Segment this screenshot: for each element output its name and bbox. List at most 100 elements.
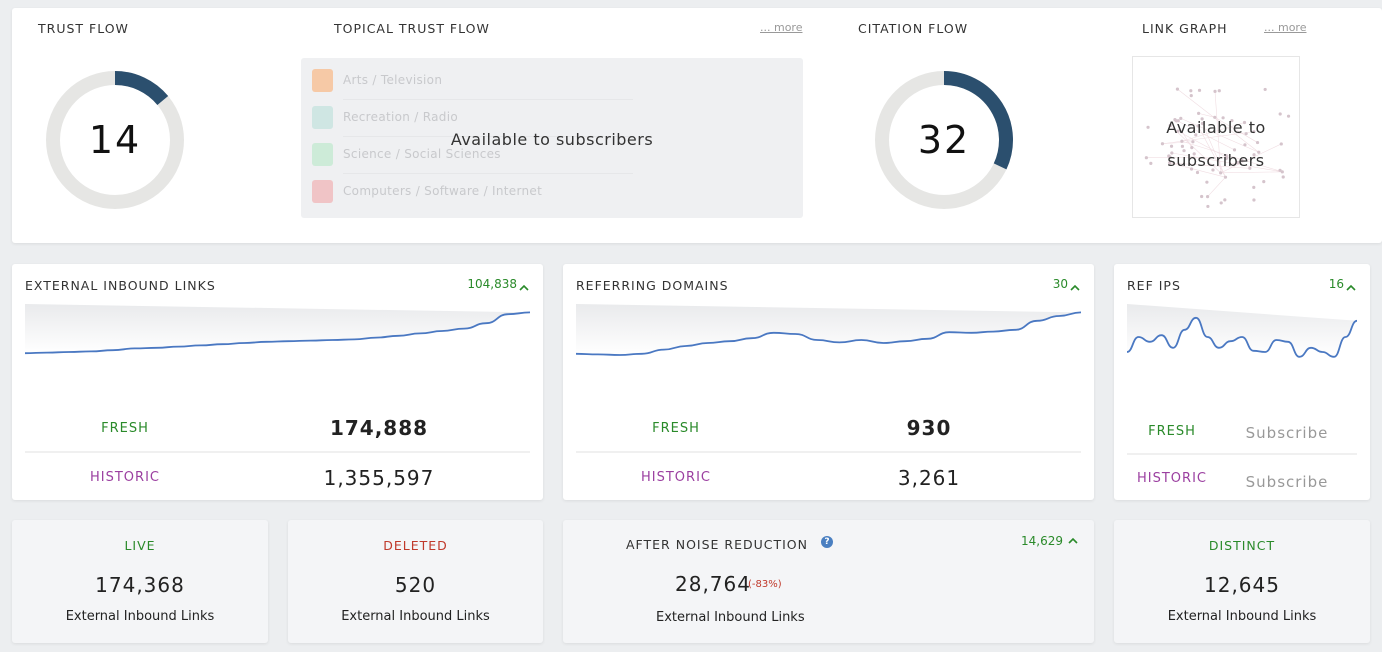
stat-percent: (-83%): [748, 579, 782, 590]
topic-swatch: [312, 106, 333, 129]
section-title: CITATION FLOW: [858, 21, 969, 36]
graph-edge: [1171, 152, 1283, 173]
graph-node: [1281, 175, 1285, 179]
graph-node: [1223, 198, 1227, 202]
change-value: 104,838: [467, 277, 517, 291]
graph-node: [1175, 87, 1180, 91]
card: [12, 520, 268, 643]
card-title: EXTERNAL INBOUND LINKS: [25, 278, 216, 293]
graph-node: [1206, 204, 1210, 209]
stat-label: DELETED: [383, 538, 448, 553]
sparkline: [575, 311, 1082, 356]
stat-caption: External Inbound Links: [1167, 609, 1317, 624]
graph-node: [1196, 124, 1200, 128]
graph-edge: [1174, 119, 1193, 148]
graph-node: [1279, 142, 1283, 146]
card-title: REFERRING DOMAINS: [576, 278, 729, 293]
graph-node: [1278, 112, 1282, 116]
graph-node: [1219, 171, 1223, 175]
graph-node: [1224, 154, 1228, 158]
graph-edge: [1177, 130, 1228, 158]
graph-edge: [1197, 125, 1226, 178]
graph-node: [1192, 152, 1196, 156]
historic-value: 1,355,597: [323, 466, 435, 490]
graph-node: [1160, 142, 1165, 146]
stat-value: 12,645: [1204, 573, 1280, 597]
graph-edge: [1180, 118, 1259, 153]
graph-node: [1278, 168, 1282, 172]
graph-edge: [1162, 131, 1254, 145]
graph-node: [1200, 117, 1204, 121]
trust-flow-donut: 14: [46, 71, 184, 209]
donut-arc: [114, 71, 169, 106]
card: [288, 520, 543, 643]
topics-box: [301, 58, 803, 218]
up-caret: [519, 284, 529, 291]
graph-edge: [1198, 113, 1215, 118]
section-title: TRUST FLOW: [38, 21, 129, 36]
graph-node: [1242, 120, 1247, 125]
graph-node: [1189, 89, 1193, 93]
graph-node: [1280, 170, 1284, 174]
section-title: LINK GRAPH: [1142, 21, 1228, 36]
topic-name: Science / Social Sciences: [343, 147, 501, 161]
subscriber-overlay: Available to subscribers: [450, 130, 654, 149]
graph-edge: [1169, 162, 1250, 169]
topic-divider: [343, 173, 633, 174]
graph-node: [1194, 133, 1198, 137]
topic-name: Computers / Software / Internet: [343, 184, 543, 198]
graph-node: [1219, 201, 1223, 205]
graph-node: [1146, 125, 1150, 129]
stat-label: AFTER NOISE REDUCTION: [626, 537, 808, 552]
link-graph: [1132, 56, 1300, 218]
graph-node: [1195, 170, 1200, 175]
graph-node: [1252, 153, 1256, 157]
fresh-label: FRESH: [652, 421, 700, 436]
graph-node: [1244, 132, 1248, 136]
graph-edge: [1214, 91, 1221, 173]
stat-caption: External Inbound Links: [341, 609, 490, 624]
graph-node: [1240, 158, 1244, 163]
donut-arc: [943, 71, 1013, 170]
fresh-value: 174,888: [329, 416, 429, 440]
stat-label: DISTINCT: [1208, 538, 1276, 553]
more-link[interactable]: ... more: [760, 21, 803, 34]
graph-node: [1217, 89, 1221, 93]
change-value: 16: [1328, 277, 1344, 291]
stat-caption: External Inbound Links: [656, 610, 805, 625]
fresh-value: 930: [906, 416, 952, 440]
fresh-label: FRESH: [101, 421, 149, 436]
graph-node: [1180, 139, 1184, 143]
graph-node: [1230, 119, 1234, 123]
graph-node: [1168, 155, 1172, 159]
more-link[interactable]: ... more: [1264, 21, 1307, 34]
topic-name: Recreation / Radio: [343, 110, 458, 124]
card: [1114, 264, 1370, 500]
sparkline: [1126, 316, 1358, 358]
graph-node: [1255, 140, 1260, 145]
graph-edge: [1214, 117, 1258, 143]
spark-shade: [576, 304, 1081, 355]
graph-edge: [1177, 88, 1259, 153]
graph-node: [1197, 88, 1202, 92]
graph-edge: [1162, 141, 1193, 145]
graph-node: [1182, 149, 1186, 153]
graph-node: [1213, 115, 1217, 119]
graph-node: [1286, 114, 1291, 118]
help-icon[interactable]: ?: [821, 536, 833, 548]
graph-node: [1252, 185, 1256, 189]
graph-node: [1200, 194, 1204, 199]
card-title: REF IPS: [1127, 278, 1181, 293]
stat-value: 28,764: [675, 572, 751, 596]
graph-node: [1262, 180, 1266, 184]
graph-node: [1197, 111, 1201, 115]
graph-frame: [1132, 56, 1300, 218]
stat-caption: External Inbound Links: [65, 609, 215, 624]
graph-node: [1263, 87, 1267, 92]
graph-edge: [1220, 143, 1282, 174]
fresh-value: Subscribe: [1245, 424, 1329, 442]
historic-value: Subscribe: [1245, 473, 1329, 491]
graph-node: [1168, 161, 1172, 165]
